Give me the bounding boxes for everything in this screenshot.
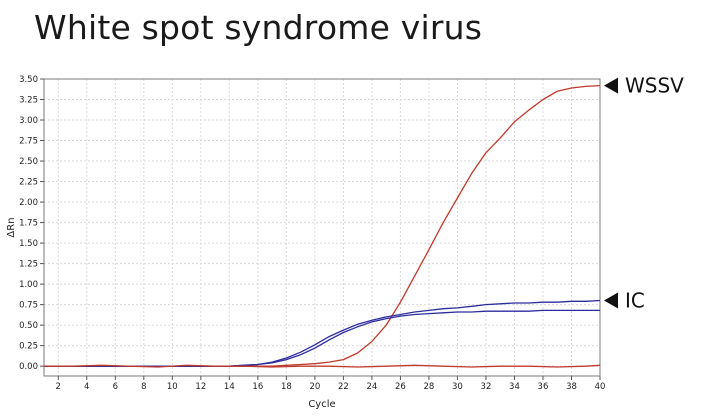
chart-grid (44, 78, 601, 376)
y-tick-label: 2.50 (19, 157, 38, 167)
y-tick-label: 1.75 (19, 219, 38, 229)
y-tick-label: 1.00 (19, 280, 38, 290)
x-axis-title: Cycle (308, 399, 335, 410)
y-tick-label: 0.25 (19, 342, 38, 352)
y-tick-label: 2.25 (19, 178, 38, 188)
y-tick-label: 3.00 (19, 116, 38, 126)
series-label: WSSV (625, 74, 684, 98)
series-label: IC (625, 289, 645, 313)
y-tick-label: 3.50 (19, 75, 38, 85)
x-tick-label: 22 (338, 382, 349, 392)
x-tick-label: 14 (224, 382, 235, 392)
y-tick-label: 1.25 (19, 260, 38, 270)
series-label-group: WSSV IC (604, 74, 684, 313)
series-pointer-arrow (604, 292, 618, 309)
x-tick-label: 34 (509, 382, 520, 392)
x-axis: 2 4 6 8 10 12 14 16 18 20 22 24 26 28 30 32 34 36 38 40 (56, 376, 606, 392)
x-tick-label: 28 (424, 382, 435, 392)
x-tick-label: 24 (366, 382, 377, 392)
x-tick-label: 8 (141, 382, 146, 392)
x-tick-label: 40 (595, 382, 606, 392)
series-line-3 (44, 364, 601, 368)
series-line-0 (44, 84, 601, 367)
x-tick-label: 36 (538, 382, 549, 392)
y-tick-label: 0.00 (19, 362, 38, 372)
y-axis-title: ΔRn (6, 217, 17, 237)
series-line-1 (44, 299, 601, 367)
y-tick-label: 3.25 (19, 96, 38, 106)
x-tick-label: 18 (281, 382, 292, 392)
x-tick-label: 4 (84, 382, 89, 392)
x-tick-label: 2 (56, 382, 61, 392)
page-title: White spot syndrome virus (34, 8, 483, 47)
y-tick-label: 1.50 (19, 239, 38, 249)
y-axis: 0.00 0.25 0.50 0.75 1.00 1.25 1.50 1.75 2.00 2.25… (19, 75, 44, 372)
series-line-2 (44, 309, 600, 367)
x-tick-label: 26 (395, 382, 406, 392)
x-tick-label: 30 (452, 382, 463, 392)
x-tick-label: 38 (566, 382, 577, 392)
y-tick-label: 0.50 (19, 321, 38, 331)
plot-area (43, 78, 601, 377)
x-tick-label: 20 (309, 382, 320, 392)
x-tick-label: 16 (252, 382, 263, 392)
y-tick-label: 2.75 (19, 137, 38, 147)
y-tick-label: 2.00 (19, 198, 38, 208)
x-tick-label: 12 (195, 382, 206, 392)
series-pointer-arrow (604, 77, 618, 94)
series-group (44, 84, 601, 368)
x-tick-label: 10 (167, 382, 178, 392)
x-tick-label: 32 (481, 382, 492, 392)
x-tick-label: 6 (113, 382, 118, 392)
y-tick-label: 0.75 (19, 301, 38, 311)
